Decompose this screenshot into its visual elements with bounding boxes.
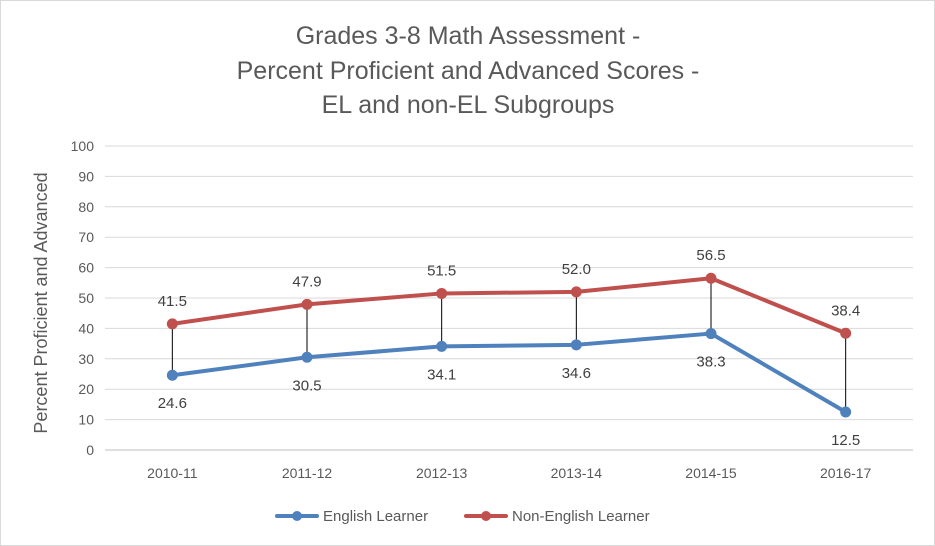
data-label: 34.1 (427, 366, 456, 383)
data-point (166, 318, 178, 330)
data-label: 47.9 (292, 273, 321, 290)
data-label: 52.0 (562, 261, 591, 278)
legend-swatch-marker (292, 511, 302, 521)
data-label: 24.6 (158, 395, 187, 412)
y-axis-ticks: 0 10 20 30 40 50 60 70 80 90 100 (71, 138, 95, 458)
x-tick-label: 2013-14 (551, 465, 603, 481)
y-tick-label: 40 (78, 320, 94, 336)
chart-title-line-3: EL and non-EL Subgroups (322, 91, 615, 119)
legend-label: English Learner (323, 508, 428, 525)
legend: English Learner Non-English Learner (275, 508, 650, 525)
data-label: 41.5 (158, 293, 187, 310)
data-point (301, 298, 313, 310)
series-line (170, 276, 848, 336)
data-labels: 24.6 30.5 34.1 34.6 38.3 12.5 41.5 47.9 51.5 52.0… (158, 247, 861, 449)
x-tick-label: 2011-12 (282, 465, 333, 481)
chart-title-line-1: Grades 3-8 Math Assessment - (296, 22, 641, 50)
chart-title: Grades 3-8 Math Assessment - Percent Pro… (237, 22, 700, 119)
y-tick-label: 80 (78, 199, 94, 215)
data-label: 56.5 (696, 247, 725, 264)
data-point (570, 286, 582, 298)
data-point (166, 369, 178, 381)
data-label: 38.3 (696, 354, 725, 371)
data-label: 34.6 (562, 365, 591, 382)
x-axis-ticks: 2010-11 2011-12 2012-13 2013-14 2014-15 2016-… (147, 465, 871, 481)
y-tick-label: 10 (78, 412, 94, 428)
y-tick-label: 100 (71, 138, 95, 154)
gridlines (105, 145, 913, 451)
x-tick-label: 2010-11 (147, 465, 198, 481)
series-lines (166, 272, 852, 418)
x-tick-label: 2014-15 (685, 465, 737, 481)
y-tick-label: 60 (78, 260, 94, 276)
y-tick-label: 50 (78, 290, 94, 306)
y-tick-label: 30 (78, 351, 94, 367)
chart-title-line-2: Percent Proficient and Advanced Scores - (237, 57, 700, 85)
data-point (436, 340, 448, 352)
data-label: 38.4 (831, 302, 860, 319)
y-tick-label: 0 (86, 442, 94, 458)
y-tick-label: 70 (78, 229, 94, 245)
legend-swatch-marker (481, 511, 491, 521)
series-line (170, 331, 848, 414)
y-tick-label: 90 (78, 168, 94, 184)
data-point (436, 287, 448, 299)
legend-label: Non-English Learner (512, 508, 650, 525)
data-point (705, 272, 717, 284)
data-label: 30.5 (292, 377, 321, 394)
y-tick-label: 20 (78, 381, 94, 397)
data-point (570, 339, 582, 351)
data-label: 12.5 (831, 432, 860, 449)
data-point (840, 327, 852, 339)
data-point (840, 406, 852, 418)
x-tick-label: 2012-13 (416, 465, 468, 481)
x-tick-label: 2016-17 (820, 465, 872, 481)
y-axis-title: Percent Proficient and Advanced (31, 172, 51, 433)
data-label: 51.5 (427, 262, 456, 279)
data-point (301, 351, 313, 363)
high-low-lines (171, 278, 847, 412)
data-point (705, 328, 717, 340)
